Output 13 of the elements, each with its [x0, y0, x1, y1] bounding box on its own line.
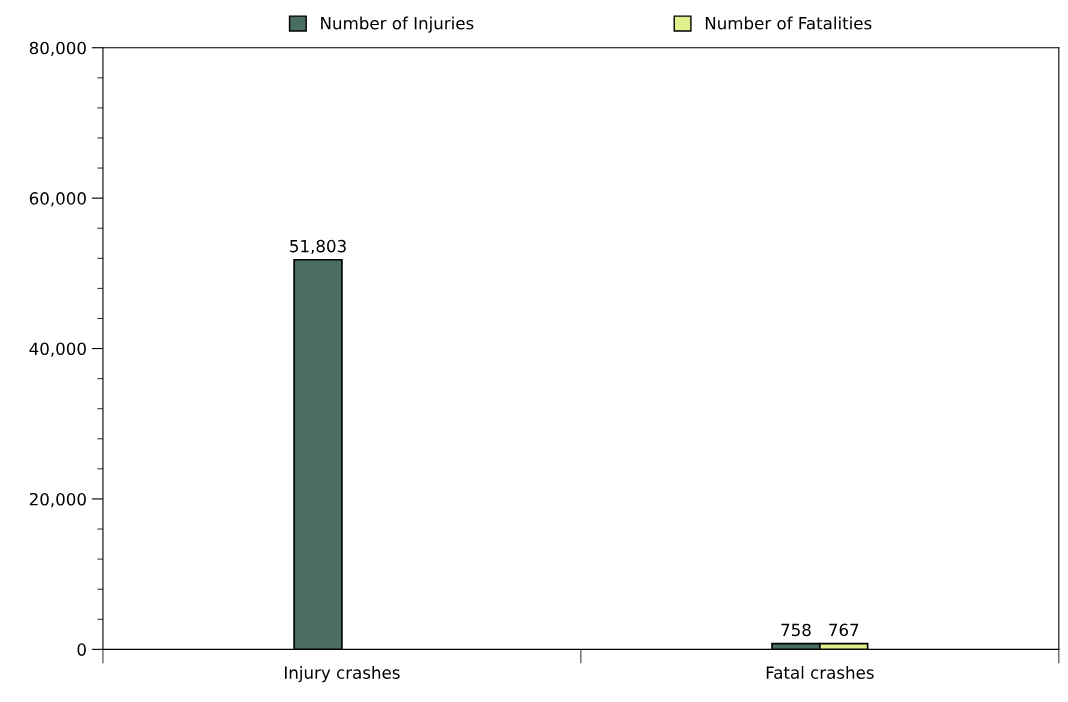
text: 758: [781, 623, 811, 637]
bar: [293, 258, 343, 650]
x-tick-label: Injury crashes: [285, 666, 400, 683]
y-tick-label: 80,000: [29, 41, 86, 57]
y-tick-label: 0: [77, 643, 86, 656]
x-tick-label: Fatal crashes: [766, 666, 874, 679]
y-tick-label: 20,000: [29, 492, 86, 508]
y-tick-label: 60,000: [29, 192, 86, 207]
legend-label: Number of Fatalities: [705, 16, 872, 30]
text: 51,803: [290, 239, 346, 255]
y-tick-label: 40,000: [29, 342, 86, 357]
legend-label: Number of Injuries: [321, 16, 474, 33]
text: 767: [829, 623, 859, 637]
